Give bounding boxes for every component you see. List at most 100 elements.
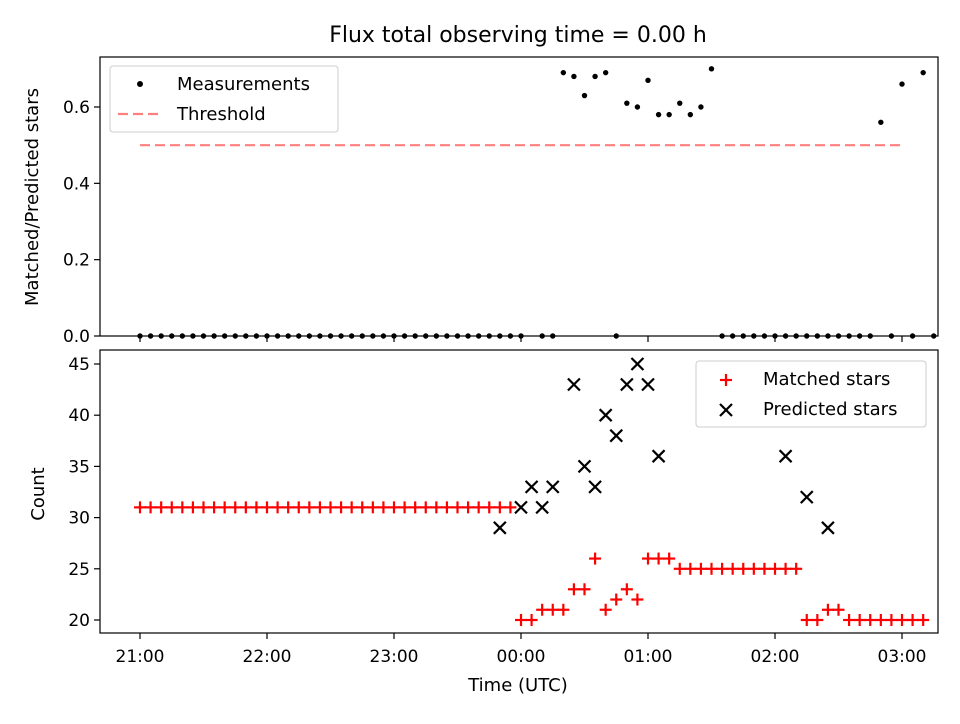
bottom-x-ticks: 21:00 22:00 23:00 00:00 01:00 02:00 03:00	[116, 633, 927, 667]
legend-cross-marker	[719, 403, 733, 417]
measurement-point	[867, 333, 873, 339]
matched-star-point	[620, 583, 633, 596]
matched-star-point	[684, 562, 697, 575]
matched-star-point	[599, 603, 612, 616]
bottom-x-tick-label: 23:00	[370, 647, 419, 667]
measurement-point	[560, 69, 567, 76]
measurement-point	[444, 333, 450, 339]
top-y-tick-label: 0.2	[63, 251, 90, 271]
measurement-point	[190, 333, 196, 339]
cross-stroke-b	[567, 377, 581, 392]
matched-star-point	[747, 562, 760, 575]
measurement-point	[761, 333, 768, 339]
predicted-star-point	[620, 377, 634, 392]
matched-star-point	[673, 562, 686, 575]
predicted-star-point	[598, 408, 613, 422]
measurement-point	[655, 111, 662, 118]
matched-star-point	[610, 593, 623, 606]
measurement-point	[677, 100, 683, 106]
matched-star-point	[779, 562, 792, 575]
measurement-point	[708, 66, 715, 72]
predicted-stars-points	[493, 357, 835, 535]
measurement-point	[846, 333, 852, 339]
matched-star-point	[419, 501, 432, 514]
matched-star-point	[440, 501, 453, 514]
top-y-tick-label: 0.6	[63, 98, 90, 118]
matched-star-point	[917, 614, 930, 626]
cross-stroke-b	[588, 480, 602, 494]
measurement-point	[751, 333, 757, 339]
matched-star-point	[250, 501, 263, 514]
measurement-point	[687, 111, 694, 118]
measurement-point	[380, 333, 387, 339]
measurement-point	[338, 333, 344, 339]
legend-plus-marker	[720, 374, 732, 386]
measurement-point	[475, 333, 482, 339]
matched-star-point	[726, 562, 739, 575]
matched-star-point	[165, 501, 178, 514]
measurement-point	[296, 333, 302, 339]
matched-star-point	[737, 562, 750, 575]
measurement-point	[465, 333, 471, 339]
matched-star-point	[631, 593, 644, 606]
bottom-x-tick-label: 21:00	[116, 647, 165, 667]
measurement-point	[772, 333, 778, 339]
bottom-y-tick-label: 35	[68, 457, 90, 477]
cross-stroke-b	[598, 408, 613, 422]
matched-star-point	[652, 552, 665, 565]
measurement-point	[571, 73, 577, 80]
predicted-star-point	[641, 377, 655, 392]
predicted-star-point	[778, 449, 793, 463]
matched-star-point	[800, 614, 813, 626]
matched-star-point	[377, 501, 390, 514]
matched-star-point	[515, 614, 527, 626]
bottom-x-tick-label: 22:00	[243, 647, 292, 667]
bottom-y-tick-label: 30	[68, 509, 90, 529]
matched-star-point	[186, 501, 199, 514]
matched-star-point	[239, 501, 252, 514]
matched-star-point	[578, 583, 591, 596]
bottom-y-axis-label: Count	[28, 467, 49, 520]
matched-star-point	[504, 501, 517, 514]
bottom-y-tick-label: 25	[68, 560, 90, 580]
bottom-legend: Matched stars Predicted stars	[695, 360, 927, 428]
matched-star-point	[292, 501, 305, 514]
measurement-point	[899, 81, 905, 87]
matched-star-point	[398, 501, 411, 514]
cross-stroke-b	[778, 449, 793, 463]
predicted-star-point	[545, 480, 560, 494]
legend-matched-marker	[720, 374, 732, 386]
top-y-tick-label: 0.0	[63, 327, 90, 347]
matched-star-point	[536, 603, 549, 616]
matched-star-point	[811, 614, 824, 626]
cross-stroke-b	[799, 490, 814, 504]
measurement-point	[507, 333, 514, 339]
cross-stroke-b	[545, 480, 560, 494]
measurement-point	[147, 333, 154, 339]
top-panel: 0.0 0.2 0.4 0.6 Matched/Predicted stars Mea…	[22, 56, 939, 347]
x-axis-label: Time (UTC)	[467, 675, 568, 696]
measurement-point	[729, 333, 736, 339]
matched-star-point	[388, 501, 400, 514]
cross-stroke-b	[630, 357, 645, 371]
measurement-point	[401, 333, 408, 339]
predicted-star-point	[493, 521, 507, 535]
predicted-star-point	[524, 480, 539, 494]
measurement-point	[825, 333, 831, 339]
measurement-point	[613, 333, 619, 339]
matched-star-point	[451, 501, 464, 514]
matched-star-point	[303, 501, 316, 514]
measurement-point	[264, 333, 270, 339]
matched-star-point	[218, 501, 231, 514]
matched-star-point	[557, 603, 570, 616]
measurement-point	[920, 69, 926, 76]
matched-star-point	[525, 614, 538, 626]
matched-star-point	[843, 614, 856, 626]
top-legend-box	[109, 65, 339, 133]
measurement-point	[878, 119, 884, 125]
measurement-point	[348, 333, 355, 339]
measurement-point	[814, 333, 821, 339]
cross-stroke-b	[641, 377, 655, 392]
matched-star-point	[409, 501, 422, 514]
measurement-point	[433, 333, 440, 339]
